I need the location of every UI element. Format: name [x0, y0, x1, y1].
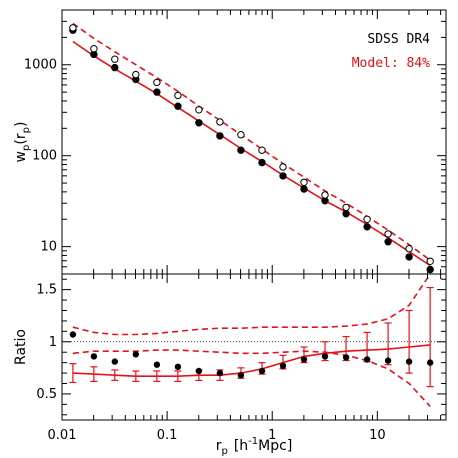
xlabel-r: r — [216, 438, 222, 454]
open-point-1 — [90, 45, 98, 53]
ratio-point-3 — [132, 351, 139, 358]
ratio-point-8 — [237, 372, 245, 379]
bottom-lines — [62, 274, 446, 407]
top-ytick-label: 10 — [40, 240, 57, 255]
ratio-point-2 — [111, 358, 119, 365]
xtick-label: 0.01 — [48, 428, 77, 443]
open-point-15 — [384, 230, 392, 238]
bottom-ytick-label: 0.5 — [36, 387, 57, 402]
ratio-point-17 — [427, 359, 434, 366]
ratio-point-16 — [405, 358, 413, 365]
sdss-point-7 — [216, 132, 224, 140]
open-point-14 — [363, 215, 371, 224]
xtick-label: 0.1 — [157, 428, 178, 443]
ratio-point-12 — [321, 353, 329, 360]
bottom-panel: 0.01 0.1 1 10 0.5 1 1.5 Ratio rp [h-1Mpc] — [13, 273, 447, 457]
top-ticks: 10 100 1000 — [24, 9, 446, 275]
ylabel-paren-open: ( — [13, 139, 29, 144]
bottom-ticks: 0.01 0.1 1 10 0.5 1 1.5 — [36, 274, 446, 443]
open-point-16 — [405, 245, 413, 253]
open-point-11 — [300, 178, 308, 187]
sdss-point-9 — [258, 158, 266, 167]
ylabel-r: r — [13, 133, 29, 139]
xlabel-unit-sup: -1 — [248, 436, 258, 447]
sdss-point-16 — [405, 253, 413, 261]
open-point-4 — [153, 78, 161, 87]
top-points — [69, 24, 434, 274]
ratio-point-0 — [69, 331, 77, 338]
open-point-2 — [111, 55, 119, 63]
ratio-point-5 — [174, 363, 182, 370]
xtick-label: 1 — [268, 428, 276, 443]
ylabel-w-sub: p — [21, 145, 32, 151]
ratio-point-15 — [384, 357, 392, 364]
ratio-point-7 — [216, 369, 224, 377]
open-point-5 — [174, 91, 182, 100]
ratio-point-14 — [363, 356, 371, 363]
sdss-point-14 — [363, 223, 371, 231]
xlabel-unit-pre: [h — [234, 438, 248, 454]
sdss-point-11 — [300, 185, 308, 193]
ratio-point-10 — [279, 362, 287, 369]
open-point-3 — [132, 70, 140, 79]
bottom-points — [69, 331, 434, 379]
ratio-point-6 — [195, 367, 203, 375]
top-model-dashed-line — [72, 22, 431, 261]
open-point-8 — [237, 131, 245, 139]
model-ratio-line — [72, 344, 431, 377]
sdss-point-10 — [279, 172, 287, 180]
xtick-label: 10 — [369, 428, 386, 443]
xlabel: rp [h-1Mpc] — [216, 436, 293, 457]
bottom-ytick-label: 1.5 — [36, 283, 57, 298]
top-model-solid-line — [72, 40, 431, 267]
xlabel-unit-post: Mpc] — [258, 438, 292, 454]
sdss-point-4 — [153, 88, 161, 96]
ratio-point-1 — [90, 353, 98, 360]
bottom-frame — [61, 273, 447, 421]
ylabel-paren-close: ) — [13, 122, 29, 127]
sdss-point-15 — [384, 238, 392, 246]
bottom-ytick-label: 1 — [49, 335, 57, 350]
envelope-upper-line — [72, 274, 431, 336]
ylabel-w: w — [13, 151, 29, 162]
top-ytick-label: 100 — [32, 149, 57, 164]
open-point-7 — [216, 118, 224, 126]
legend-sdss: SDSS DR4 — [367, 32, 430, 47]
ratio-point-9 — [258, 367, 266, 375]
legend-model: Model: 84% — [352, 56, 430, 71]
bottom-ylabel: Ratio — [13, 329, 29, 365]
open-point-10 — [279, 163, 287, 171]
open-point-0 — [69, 24, 77, 32]
sdss-point-5 — [174, 102, 182, 110]
ylabel-r-sub: p — [21, 127, 32, 133]
ratio-point-13 — [342, 354, 350, 361]
xlabel-r-sub: p — [221, 446, 227, 457]
open-point-9 — [258, 146, 266, 154]
open-point-6 — [195, 106, 203, 114]
sdss-point-6 — [195, 119, 203, 127]
sdss-point-2 — [111, 63, 119, 72]
top-ytick-label: 1000 — [24, 58, 57, 73]
ratio-point-4 — [153, 361, 161, 368]
envelope-lower-line — [72, 349, 431, 407]
open-point-17 — [426, 257, 434, 265]
ratio-point-11 — [300, 356, 308, 363]
sdss-point-8 — [237, 146, 245, 154]
open-point-13 — [342, 203, 350, 212]
sdss-point-13 — [342, 210, 350, 218]
top-ylabel: wp(rp) — [13, 122, 32, 163]
open-point-12 — [321, 191, 329, 199]
